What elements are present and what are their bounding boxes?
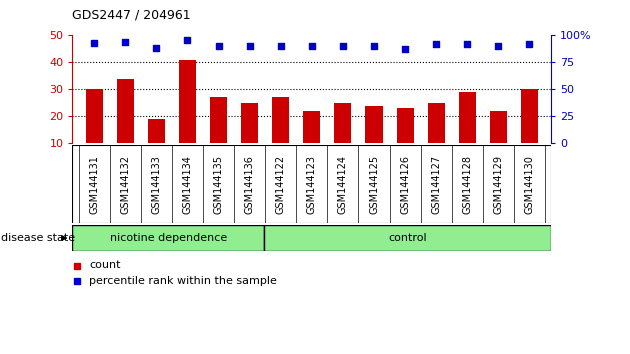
Text: disease state: disease state <box>1 233 75 243</box>
Bar <box>72 225 264 251</box>
Point <box>244 44 255 49</box>
Text: GSM144135: GSM144135 <box>214 155 224 213</box>
Text: GSM144122: GSM144122 <box>276 154 286 214</box>
Bar <box>365 105 382 143</box>
Point <box>307 44 317 49</box>
Bar <box>490 111 507 143</box>
Bar <box>396 108 414 143</box>
Bar <box>303 111 321 143</box>
Bar <box>241 103 258 143</box>
Point <box>369 44 379 49</box>
Text: GSM144134: GSM144134 <box>183 155 193 213</box>
Bar <box>459 92 476 143</box>
Point <box>183 37 193 42</box>
Bar <box>117 79 134 143</box>
Text: GSM144125: GSM144125 <box>369 154 379 214</box>
Text: GSM144126: GSM144126 <box>400 155 410 213</box>
Point <box>524 41 534 47</box>
Bar <box>148 119 165 143</box>
Text: control: control <box>388 233 427 243</box>
Text: count: count <box>89 261 121 270</box>
Text: GSM144131: GSM144131 <box>89 155 99 213</box>
Point <box>151 46 161 51</box>
Bar <box>264 225 551 251</box>
Text: GSM144132: GSM144132 <box>120 155 130 213</box>
Bar <box>335 103 352 143</box>
Text: GSM144130: GSM144130 <box>525 155 534 213</box>
Point <box>338 44 348 49</box>
Text: GSM144133: GSM144133 <box>151 155 161 213</box>
Text: nicotine dependence: nicotine dependence <box>110 233 227 243</box>
Point <box>431 41 441 47</box>
Bar <box>210 97 227 143</box>
Bar <box>272 97 289 143</box>
Point <box>89 40 100 46</box>
Point <box>462 41 472 47</box>
Text: GSM144128: GSM144128 <box>462 155 472 213</box>
Text: GSM144124: GSM144124 <box>338 155 348 213</box>
Bar <box>179 60 196 143</box>
Bar <box>86 89 103 143</box>
Point <box>214 44 224 49</box>
Text: GSM144123: GSM144123 <box>307 155 317 213</box>
Text: GSM144136: GSM144136 <box>244 155 255 213</box>
Point <box>493 44 503 49</box>
Point <box>276 44 286 49</box>
Text: GDS2447 / 204961: GDS2447 / 204961 <box>72 8 191 21</box>
Point <box>120 39 130 45</box>
Text: percentile rank within the sample: percentile rank within the sample <box>89 276 277 286</box>
Text: GSM144127: GSM144127 <box>431 154 441 214</box>
Point <box>400 47 410 52</box>
Bar <box>428 103 445 143</box>
Bar <box>521 89 538 143</box>
Text: GSM144129: GSM144129 <box>493 155 503 213</box>
